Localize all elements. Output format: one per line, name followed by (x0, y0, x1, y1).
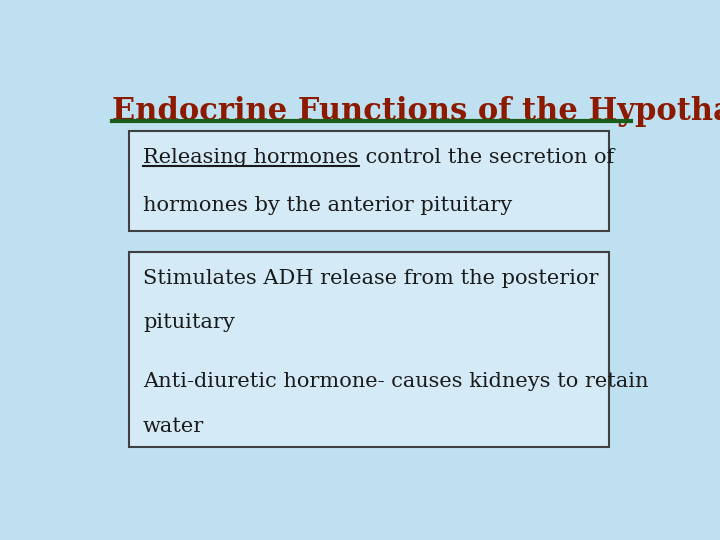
Text: Anti-diuretic hormone- causes kidneys to retain: Anti-diuretic hormone- causes kidneys to… (143, 372, 649, 391)
Text: control the secretion of: control the secretion of (359, 148, 613, 167)
Text: pituitary: pituitary (143, 313, 235, 333)
Text: Endocrine Functions of the Hypothalamus: Endocrine Functions of the Hypothalamus (112, 96, 720, 127)
Text: Stimulates ADH release from the posterior: Stimulates ADH release from the posterio… (143, 268, 598, 287)
FancyBboxPatch shape (129, 252, 609, 447)
Text: water: water (143, 417, 204, 436)
Text: Releasing hormones: Releasing hormones (143, 148, 359, 167)
Text: hormones by the anterior pituitary: hormones by the anterior pituitary (143, 196, 512, 215)
FancyBboxPatch shape (129, 131, 609, 231)
